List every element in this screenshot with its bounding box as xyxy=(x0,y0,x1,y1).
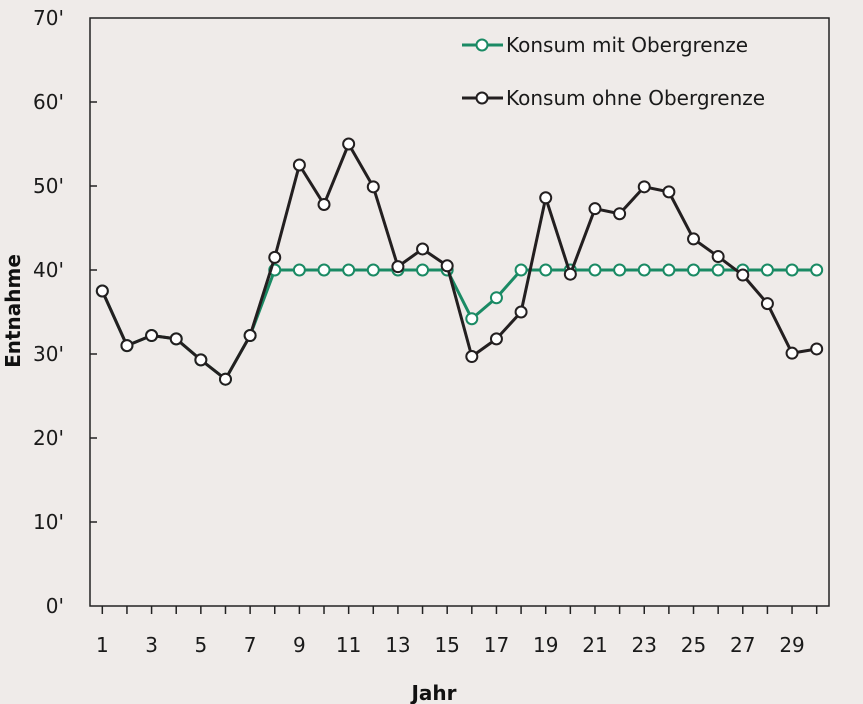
x-tick-label: 3 xyxy=(145,633,158,657)
data-point xyxy=(416,263,430,277)
legend: Konsum mit Obergrenze Konsum ohne Obergre… xyxy=(462,33,765,110)
x-tick-label: 11 xyxy=(336,633,361,657)
data-point xyxy=(810,263,824,277)
data-point xyxy=(711,263,725,277)
series-1 xyxy=(95,263,824,386)
data-point xyxy=(416,242,430,256)
data-point xyxy=(317,197,331,211)
x-tick-label: 23 xyxy=(632,633,657,657)
x-tick-label: 21 xyxy=(582,633,607,657)
data-point xyxy=(514,305,528,319)
series-2 xyxy=(95,137,824,386)
data-point xyxy=(218,372,232,386)
x-tick-label: 7 xyxy=(244,633,257,657)
data-point xyxy=(317,263,331,277)
x-tick-label: 5 xyxy=(194,633,207,657)
y-tick-label: 10' xyxy=(33,510,64,534)
series-lines xyxy=(95,137,824,386)
data-point xyxy=(194,353,208,367)
data-point xyxy=(687,232,701,246)
series-line xyxy=(100,142,817,381)
y-tick-label: 70' xyxy=(33,6,64,30)
data-point xyxy=(539,191,553,205)
y-tick-label: 40' xyxy=(33,258,64,282)
x-tick-label: 9 xyxy=(293,633,306,657)
legend-label: Konsum mit Obergrenze xyxy=(506,33,748,57)
data-point xyxy=(588,263,602,277)
data-point xyxy=(760,263,774,277)
data-point xyxy=(391,260,405,274)
data-point xyxy=(810,342,824,356)
x-tick-label: 19 xyxy=(533,633,558,657)
data-point xyxy=(637,263,651,277)
y-axis-title: Entnahme xyxy=(1,254,25,368)
y-tick-label: 0' xyxy=(46,594,64,618)
data-point xyxy=(120,339,134,353)
data-point xyxy=(440,259,454,273)
legend-swatch-marker xyxy=(475,38,489,52)
x-tick-label: 13 xyxy=(385,633,410,657)
x-tick-label: 29 xyxy=(779,633,804,657)
legend-swatch-marker xyxy=(475,91,489,105)
data-point xyxy=(292,158,306,172)
data-point xyxy=(687,263,701,277)
data-point xyxy=(785,346,799,360)
data-point xyxy=(243,329,257,343)
x-tick-label: 17 xyxy=(484,633,509,657)
data-point xyxy=(760,297,774,311)
data-point xyxy=(366,180,380,194)
data-point xyxy=(588,202,602,216)
data-point xyxy=(489,291,503,305)
data-point xyxy=(489,332,503,346)
data-point xyxy=(342,137,356,151)
data-point xyxy=(366,263,380,277)
axes: 0'10'20'30'40'50'60'70'1 3 5 7 9 11 13 15 17 19 21… xyxy=(33,6,830,657)
data-point xyxy=(662,263,676,277)
x-tick-label: 1 xyxy=(96,633,109,657)
data-point xyxy=(662,185,676,199)
data-point xyxy=(292,263,306,277)
data-point xyxy=(268,250,282,264)
data-point xyxy=(613,263,627,277)
y-tick-label: 20' xyxy=(33,426,64,450)
data-point xyxy=(169,332,183,346)
x-tick-label: 15 xyxy=(434,633,459,657)
x-axis-title: Jahr xyxy=(409,681,456,704)
x-tick-label: 25 xyxy=(681,633,706,657)
plot-frame xyxy=(89,17,830,607)
data-point xyxy=(539,263,553,277)
y-tick-label: 60' xyxy=(33,90,64,114)
data-point xyxy=(613,207,627,221)
data-point xyxy=(563,267,577,281)
data-point xyxy=(145,329,159,343)
x-tick-label: 27 xyxy=(730,633,755,657)
data-point xyxy=(465,350,479,364)
y-tick-label: 50' xyxy=(33,174,64,198)
data-point xyxy=(736,268,750,282)
y-tick-label: 30' xyxy=(33,342,64,366)
data-point xyxy=(785,263,799,277)
data-point xyxy=(711,250,725,264)
data-point xyxy=(514,263,528,277)
data-point xyxy=(637,180,651,194)
series-line xyxy=(100,268,817,381)
data-point xyxy=(95,284,109,298)
data-point xyxy=(342,263,356,277)
data-point xyxy=(465,312,479,326)
legend-label: Konsum ohne Obergrenze xyxy=(506,86,765,110)
